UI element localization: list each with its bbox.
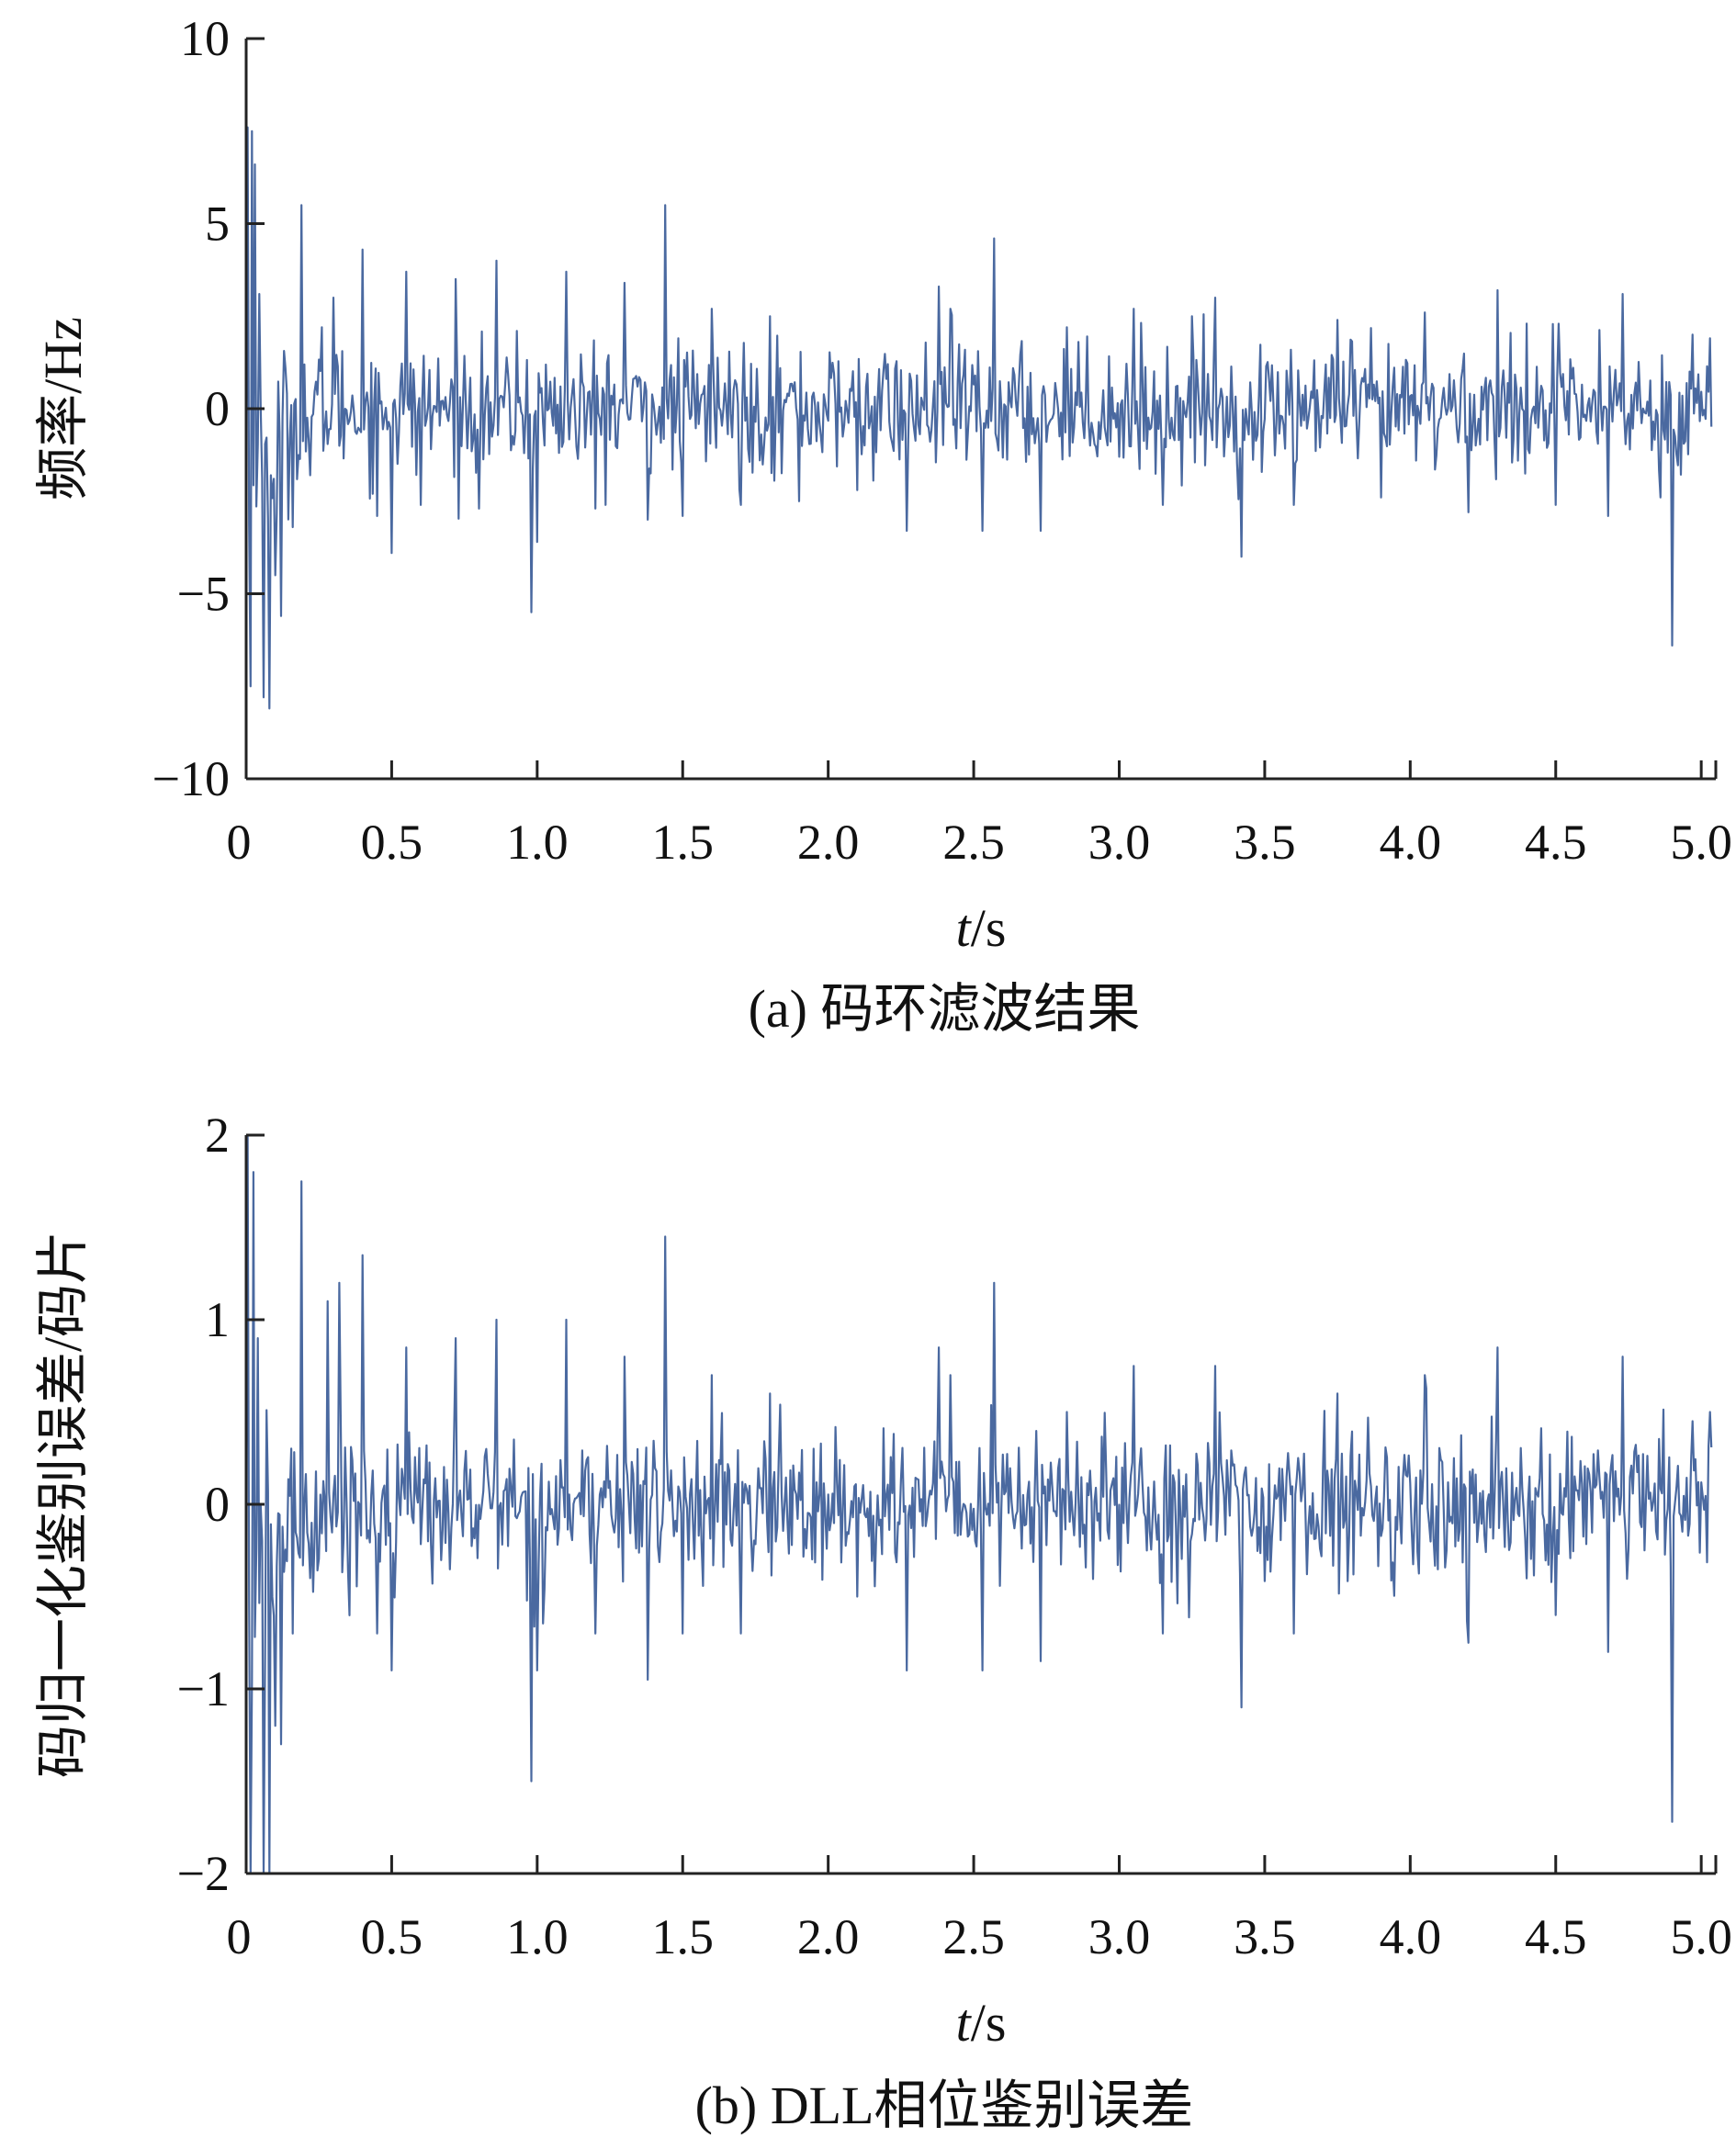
x-tick-label: 5.0: [1670, 815, 1732, 870]
chart-caption: (a) 码环滤波结果: [749, 979, 1141, 1039]
y-tick-label: −1: [177, 1661, 230, 1716]
x-tick-label: 0.5: [361, 1909, 423, 1964]
x-tick-label: 2.0: [797, 815, 860, 870]
x-tick-label: 0.5: [361, 815, 423, 870]
x-tick-label: 4.5: [1525, 815, 1587, 870]
x-tick-label: 1.0: [506, 815, 569, 870]
y-axis-title: 码归一化鉴别误差/码片: [33, 1231, 93, 1778]
x-tick-label: 2.5: [942, 1909, 1005, 1964]
x-tick-label: 0: [227, 815, 252, 870]
x-tick-label: 4.5: [1525, 1909, 1587, 1964]
y-tick-label: −10: [152, 751, 230, 806]
y-tick-label: 2: [205, 1108, 230, 1163]
y-tick-label: 0: [205, 1477, 230, 1532]
y-tick-label: 5: [205, 197, 230, 252]
x-tick-label: 3.0: [1088, 815, 1151, 870]
y-tick-label: 1: [205, 1292, 230, 1347]
x-axis-title: t/s: [956, 1993, 1007, 2053]
x-tick-label: 0: [227, 1909, 252, 1964]
y-tick-label: −5: [177, 567, 230, 622]
x-tick-label: 1.0: [506, 1909, 569, 1964]
x-tick-label: 4.0: [1380, 1909, 1442, 1964]
x-tick-label: 3.5: [1234, 1909, 1296, 1964]
x-tick-label: 4.0: [1380, 815, 1442, 870]
x-tick-label: 5.0: [1670, 1909, 1732, 1964]
series-line: [244, 126, 1713, 710]
x-tick-label: 2.0: [797, 1909, 860, 1964]
x-tick-label: 3.5: [1234, 815, 1296, 870]
chart-panel-b: 2 1 0 −1 −2 0 0.5 1.0 1.5 2.0 2.5 3.0 3.5 4.0 4.5 5.0 t/…: [33, 1108, 1732, 2135]
series-line: [244, 1133, 1713, 1875]
y-tick-label: 10: [180, 11, 230, 66]
y-tick-label: −2: [177, 1846, 230, 1901]
x-axis-title: t/s: [956, 898, 1007, 958]
x-tick-label: 1.5: [651, 1909, 714, 1964]
chart-panel-a: 10 5 0 −5 −10 0 0.5 1.0 1.5 2.0 2.5 3.0 3.5 4.0 4.5 5.0…: [33, 11, 1732, 1039]
y-axis-title: 频率/Hz: [33, 317, 93, 501]
chart-caption: (b) DLL相位鉴别误差: [695, 2076, 1194, 2135]
x-tick-label: 3.0: [1088, 1909, 1151, 1964]
y-tick-label: 0: [205, 381, 230, 436]
x-tick-label: 1.5: [651, 815, 714, 870]
x-tick-label: 2.5: [942, 815, 1005, 870]
